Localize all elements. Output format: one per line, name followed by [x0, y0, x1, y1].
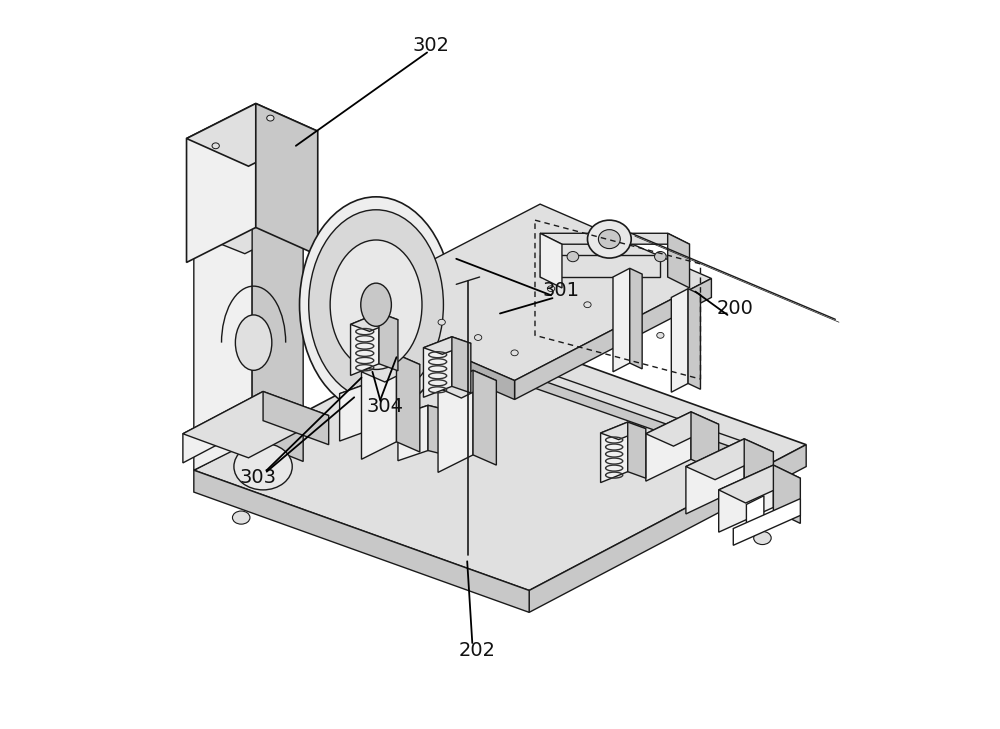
Polygon shape	[746, 496, 764, 534]
Ellipse shape	[587, 220, 631, 258]
Ellipse shape	[657, 332, 664, 338]
Ellipse shape	[232, 511, 250, 524]
Polygon shape	[515, 278, 711, 399]
Ellipse shape	[267, 115, 274, 121]
Polygon shape	[194, 324, 806, 590]
Polygon shape	[438, 370, 473, 472]
Polygon shape	[691, 412, 719, 472]
Ellipse shape	[547, 286, 555, 292]
Polygon shape	[263, 391, 329, 445]
Ellipse shape	[330, 240, 422, 370]
Polygon shape	[733, 499, 800, 545]
Ellipse shape	[584, 302, 591, 308]
Polygon shape	[361, 354, 420, 382]
Polygon shape	[187, 104, 256, 262]
Polygon shape	[540, 233, 690, 244]
Polygon shape	[396, 354, 420, 452]
Ellipse shape	[598, 230, 620, 249]
Polygon shape	[194, 470, 529, 612]
Polygon shape	[473, 370, 496, 465]
Polygon shape	[540, 255, 660, 277]
Text: 304: 304	[366, 397, 403, 416]
Polygon shape	[361, 317, 762, 468]
Ellipse shape	[361, 283, 391, 327]
Polygon shape	[630, 268, 642, 369]
Polygon shape	[423, 337, 452, 397]
Text: 202: 202	[458, 641, 495, 660]
Polygon shape	[646, 412, 691, 481]
Polygon shape	[628, 422, 646, 478]
Polygon shape	[688, 289, 700, 389]
Polygon shape	[370, 383, 394, 437]
Ellipse shape	[402, 303, 409, 309]
Polygon shape	[668, 233, 690, 288]
Polygon shape	[601, 422, 628, 483]
Polygon shape	[183, 391, 263, 463]
Polygon shape	[343, 306, 515, 399]
Polygon shape	[671, 289, 688, 392]
Text: 303: 303	[239, 468, 276, 487]
Polygon shape	[187, 104, 318, 166]
Ellipse shape	[300, 197, 453, 413]
Polygon shape	[452, 337, 471, 393]
Polygon shape	[361, 354, 396, 459]
Polygon shape	[686, 439, 744, 514]
Ellipse shape	[474, 335, 482, 340]
Polygon shape	[351, 313, 398, 332]
Text: 200: 200	[716, 299, 753, 318]
Polygon shape	[540, 233, 562, 288]
Ellipse shape	[620, 318, 628, 324]
Polygon shape	[379, 313, 398, 371]
Polygon shape	[343, 204, 711, 381]
Ellipse shape	[511, 350, 518, 356]
Ellipse shape	[309, 210, 443, 399]
Polygon shape	[183, 391, 329, 458]
Polygon shape	[194, 204, 303, 254]
Polygon shape	[361, 308, 762, 459]
Polygon shape	[719, 465, 773, 532]
Polygon shape	[340, 383, 394, 400]
Ellipse shape	[438, 319, 445, 325]
Ellipse shape	[714, 475, 731, 488]
Polygon shape	[601, 422, 646, 440]
Ellipse shape	[234, 443, 292, 490]
Text: 302: 302	[412, 36, 449, 55]
Polygon shape	[744, 439, 773, 499]
Polygon shape	[423, 337, 471, 354]
Text: 301: 301	[542, 281, 579, 300]
Ellipse shape	[203, 432, 221, 445]
Ellipse shape	[567, 252, 579, 262]
Polygon shape	[398, 405, 428, 461]
Polygon shape	[646, 412, 719, 446]
Ellipse shape	[655, 252, 666, 262]
Ellipse shape	[235, 315, 272, 370]
Polygon shape	[438, 370, 496, 398]
Polygon shape	[256, 104, 318, 255]
Polygon shape	[351, 313, 379, 375]
Ellipse shape	[754, 531, 771, 545]
Polygon shape	[398, 405, 453, 421]
Polygon shape	[529, 445, 806, 612]
Polygon shape	[773, 465, 800, 523]
Polygon shape	[686, 439, 773, 480]
Polygon shape	[719, 465, 800, 503]
Polygon shape	[613, 268, 630, 372]
Ellipse shape	[212, 143, 219, 149]
Polygon shape	[428, 405, 453, 456]
Polygon shape	[340, 383, 370, 441]
Polygon shape	[194, 204, 252, 470]
Polygon shape	[252, 204, 303, 461]
